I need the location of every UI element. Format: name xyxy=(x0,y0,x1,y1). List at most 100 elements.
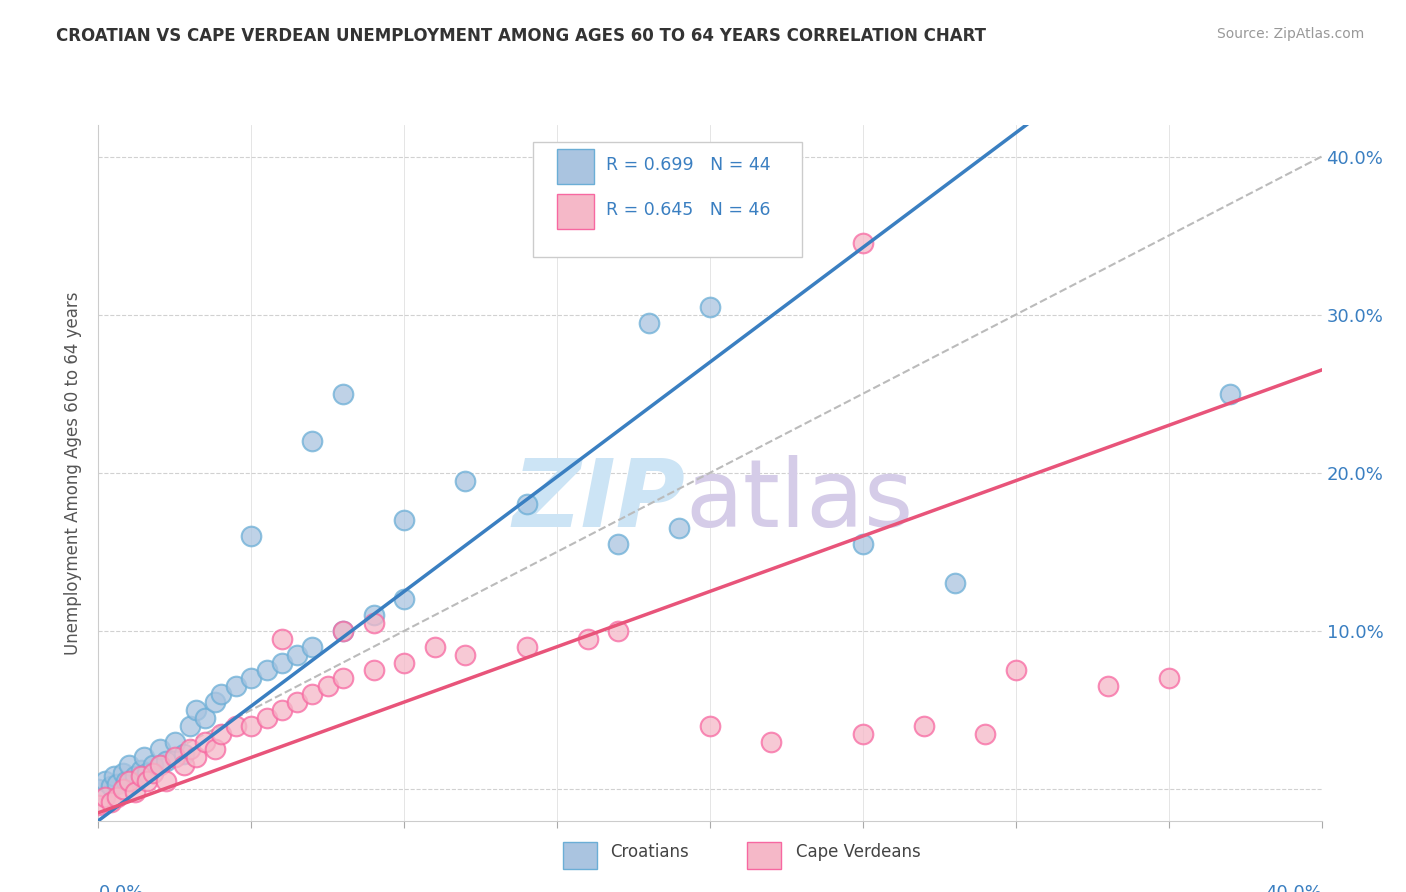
Point xyxy=(256,664,278,678)
Point xyxy=(115,774,138,789)
Point xyxy=(105,777,128,791)
Point xyxy=(134,750,156,764)
Point xyxy=(124,785,146,799)
Point xyxy=(179,742,201,756)
Point xyxy=(392,513,416,527)
Point xyxy=(136,766,159,780)
Y-axis label: Unemployment Among Ages 60 to 64 years: Unemployment Among Ages 60 to 64 years xyxy=(65,291,83,655)
Point xyxy=(852,537,875,551)
Point xyxy=(852,726,875,740)
Point xyxy=(1097,679,1119,693)
Text: R = 0.699   N = 44: R = 0.699 N = 44 xyxy=(606,156,770,174)
Point xyxy=(173,747,195,762)
Point xyxy=(240,671,263,685)
Point xyxy=(186,750,208,764)
Point xyxy=(392,592,416,607)
Point xyxy=(149,742,172,756)
Point xyxy=(93,789,115,804)
Point xyxy=(142,758,165,772)
Point xyxy=(100,795,122,809)
Point xyxy=(576,632,599,646)
Point xyxy=(194,734,217,748)
Point xyxy=(607,624,630,638)
Point xyxy=(1004,664,1026,678)
Point xyxy=(155,774,177,789)
Point xyxy=(209,687,232,701)
Point xyxy=(516,497,538,511)
Point xyxy=(454,474,477,488)
Point xyxy=(186,703,208,717)
Text: R = 0.645   N = 46: R = 0.645 N = 46 xyxy=(606,202,770,219)
Point xyxy=(240,719,263,733)
Text: Croatians: Croatians xyxy=(610,843,689,861)
Text: 0.0%: 0.0% xyxy=(98,884,143,892)
Point xyxy=(173,758,195,772)
Point xyxy=(454,648,477,662)
Point xyxy=(240,529,263,543)
Point xyxy=(142,766,165,780)
Point xyxy=(392,656,416,670)
Text: atlas: atlas xyxy=(686,455,914,547)
Point xyxy=(179,719,201,733)
Point xyxy=(423,640,446,654)
Point xyxy=(105,789,128,804)
Point xyxy=(163,734,186,748)
Point xyxy=(759,734,782,748)
Point xyxy=(699,300,721,314)
Point xyxy=(129,763,152,777)
Point xyxy=(111,782,134,797)
Point xyxy=(974,726,997,740)
Point xyxy=(100,779,122,793)
Text: Cape Verdeans: Cape Verdeans xyxy=(796,843,921,861)
Point xyxy=(103,769,125,783)
Point xyxy=(155,754,177,768)
Point xyxy=(118,774,141,789)
Point xyxy=(270,632,292,646)
Point xyxy=(363,615,385,630)
Point xyxy=(516,640,538,654)
Point xyxy=(1219,386,1241,401)
Point xyxy=(285,695,308,709)
Text: ZIP: ZIP xyxy=(513,455,686,547)
Point xyxy=(607,537,630,551)
Point xyxy=(332,624,354,638)
Point xyxy=(285,648,308,662)
FancyBboxPatch shape xyxy=(747,841,780,870)
Point xyxy=(668,521,690,535)
Point xyxy=(363,608,385,623)
Point xyxy=(301,640,323,654)
Point xyxy=(301,434,323,449)
Point xyxy=(332,671,354,685)
Point xyxy=(225,719,247,733)
Point xyxy=(256,711,278,725)
Point xyxy=(111,766,134,780)
Point xyxy=(270,656,292,670)
Point xyxy=(149,758,172,772)
Point xyxy=(163,750,186,764)
FancyBboxPatch shape xyxy=(557,149,593,184)
Point xyxy=(204,695,226,709)
FancyBboxPatch shape xyxy=(533,142,801,257)
Point xyxy=(87,782,110,797)
Point xyxy=(363,664,385,678)
FancyBboxPatch shape xyxy=(557,194,593,229)
Point xyxy=(204,742,226,756)
Text: 40.0%: 40.0% xyxy=(1265,884,1322,892)
Text: CROATIAN VS CAPE VERDEAN UNEMPLOYMENT AMONG AGES 60 TO 64 YEARS CORRELATION CHAR: CROATIAN VS CAPE VERDEAN UNEMPLOYMENT AM… xyxy=(56,27,986,45)
Point xyxy=(699,719,721,733)
Point xyxy=(270,703,292,717)
Point xyxy=(332,624,354,638)
Point xyxy=(316,679,339,693)
Point xyxy=(136,774,159,789)
Point xyxy=(637,316,661,330)
Point xyxy=(118,758,141,772)
Point xyxy=(852,236,875,251)
FancyBboxPatch shape xyxy=(564,841,598,870)
Point xyxy=(124,769,146,783)
Point xyxy=(943,576,966,591)
Point xyxy=(225,679,247,693)
Point xyxy=(1157,671,1180,685)
Point xyxy=(332,386,354,401)
Point xyxy=(209,726,232,740)
Text: Source: ZipAtlas.com: Source: ZipAtlas.com xyxy=(1216,27,1364,41)
